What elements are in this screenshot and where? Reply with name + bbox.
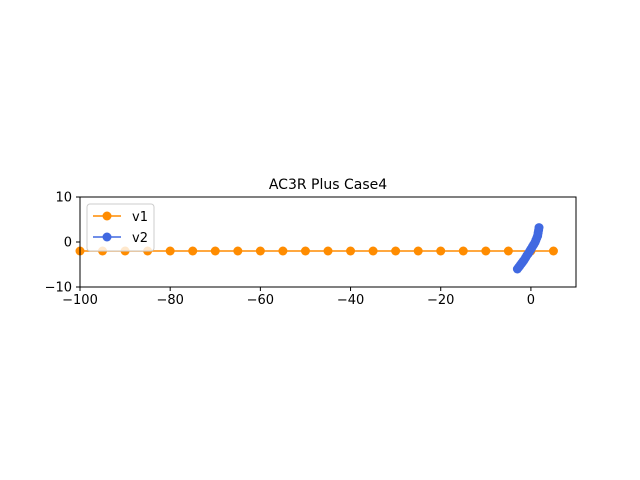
data-point-v1 [503, 246, 513, 256]
legend-marker-v2 [102, 232, 112, 242]
x-tick-label: −20 [427, 293, 454, 308]
x-tick-label: −80 [156, 293, 183, 308]
y-tick-label: 0 [64, 236, 72, 251]
x-tick-label: −40 [337, 293, 364, 308]
data-point-v1 [278, 246, 288, 256]
data-point-v1 [346, 246, 356, 256]
data-point-v1 [233, 246, 243, 256]
data-point-v1 [165, 246, 175, 256]
data-point-v1 [323, 246, 333, 256]
x-tick-label: 0 [527, 293, 535, 308]
x-tick-label: −60 [247, 293, 274, 308]
chart-title: AC3R Plus Case4 [269, 177, 387, 193]
legend-label-v1: v1 [132, 210, 148, 225]
data-point-v1 [255, 246, 265, 256]
data-point-v1 [548, 246, 558, 256]
data-point-v1 [210, 246, 220, 256]
series-v2 [512, 223, 544, 274]
data-point-v1 [391, 246, 401, 256]
data-point-v1 [458, 246, 468, 256]
data-point-v1 [188, 246, 198, 256]
y-axis: −10 0 10 [45, 191, 80, 296]
x-axis: −100 −80 −60 −40 −20 0 [62, 287, 535, 308]
data-point-v1 [436, 246, 446, 256]
y-tick-label: −10 [45, 281, 72, 296]
data-point-v1 [300, 246, 310, 256]
legend-marker-v1 [102, 211, 112, 221]
data-point-v1 [413, 246, 423, 256]
data-point-v2 [534, 223, 544, 233]
legend-label-v2: v2 [132, 231, 148, 246]
y-tick-label: 10 [55, 191, 72, 206]
x-tick-label: −100 [62, 293, 98, 308]
data-point-v1 [481, 246, 491, 256]
data-point-v1 [368, 246, 378, 256]
